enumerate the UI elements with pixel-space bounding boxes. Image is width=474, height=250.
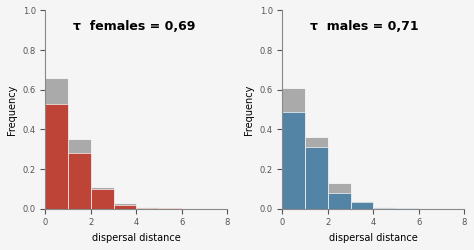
Bar [374, 208, 396, 209]
Bar [46, 78, 68, 209]
Bar [396, 208, 419, 209]
Bar [91, 187, 114, 209]
Bar [91, 189, 114, 209]
Bar [283, 88, 305, 209]
X-axis label: dispersal distance: dispersal distance [92, 233, 181, 243]
Bar [328, 183, 351, 209]
Bar [114, 203, 137, 209]
Bar [68, 153, 91, 209]
Bar [137, 207, 159, 209]
Bar [283, 112, 305, 209]
Bar [46, 104, 68, 209]
Bar [159, 208, 182, 209]
Bar [351, 201, 374, 209]
Bar [328, 193, 351, 209]
Bar [137, 208, 159, 209]
Bar [396, 208, 419, 209]
Y-axis label: Frequency: Frequency [7, 84, 17, 135]
Text: τ  males = 0,71: τ males = 0,71 [310, 20, 419, 33]
Bar [305, 147, 328, 209]
Bar [159, 208, 182, 209]
Bar [351, 202, 374, 209]
Bar [374, 207, 396, 209]
X-axis label: dispersal distance: dispersal distance [329, 233, 418, 243]
Bar [68, 139, 91, 209]
Y-axis label: Frequency: Frequency [244, 84, 254, 135]
Text: τ  females = 0,69: τ females = 0,69 [73, 20, 195, 33]
Bar [305, 138, 328, 209]
Bar [114, 205, 137, 209]
